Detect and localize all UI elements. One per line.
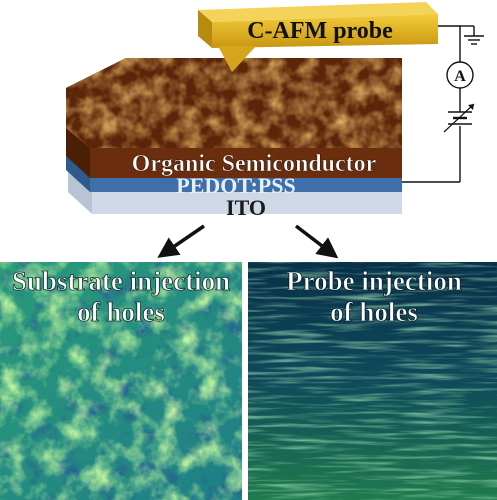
semiconductor-front-face: [90, 148, 402, 178]
probe-tip: [218, 46, 256, 72]
right-panel-title-line1: Probe injection: [286, 266, 462, 296]
cafm-probe: C-AFM probe: [198, 2, 438, 72]
variable-voltage-source-icon: [443, 103, 475, 133]
right-panel-title-line2: of holes: [330, 297, 418, 327]
probe-cantilever-side: [198, 10, 212, 48]
left-panel-title-line1: Substrate injection: [12, 266, 230, 296]
ground-icon: [464, 26, 484, 45]
ito-layer-side: [68, 168, 92, 214]
left-panel-title-line2: of holes: [77, 297, 165, 327]
pedot-layer-front: [90, 176, 402, 192]
ammeter-icon: A: [446, 61, 474, 89]
right-map-panel: Probe injection of holes: [248, 262, 497, 500]
ammeter-symbol: A: [454, 68, 466, 85]
probe-cantilever-top: [198, 2, 438, 22]
label-organic-semiconductor: Organic Semiconductor: [132, 151, 377, 177]
label-pedot-pss: PEDOT:PSS: [176, 173, 295, 198]
pedot-layer-side: [66, 152, 90, 192]
semiconductor-side-face: [66, 128, 90, 178]
probe-label: C-AFM probe: [247, 18, 393, 44]
label-ito: ITO: [226, 195, 266, 220]
arrows: [157, 224, 339, 259]
semiconductor-texture: [66, 58, 402, 148]
ito-layer-front: [92, 190, 402, 214]
circuit: [402, 25, 474, 183]
left-map-panel: Substrate injection of holes: [0, 262, 242, 500]
arrow-right: [294, 224, 339, 259]
circuit-wire-top: [438, 25, 461, 48]
probe-cantilever-front: [212, 14, 438, 48]
arrow-left: [157, 224, 205, 258]
